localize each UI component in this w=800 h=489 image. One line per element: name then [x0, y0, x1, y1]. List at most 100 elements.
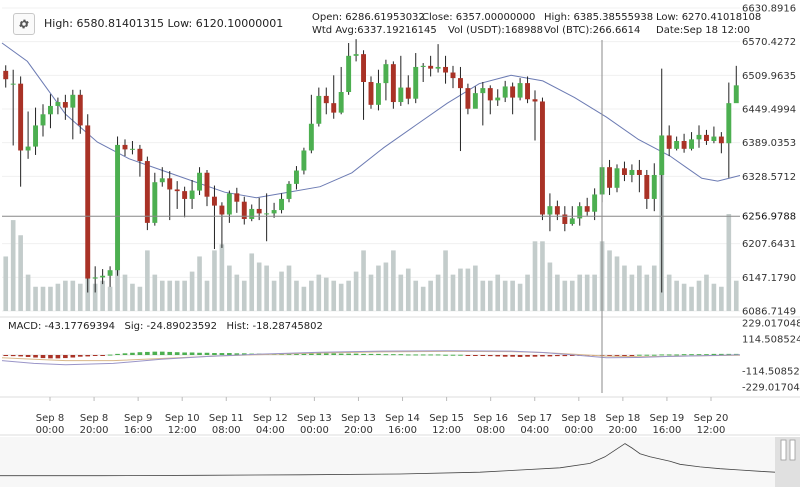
candle-body-11: [85, 125, 91, 279]
macd-tick-label-0: 229.0170485: [742, 319, 800, 330]
volume-bar-65: [487, 280, 493, 311]
volume-bar-77: [577, 274, 583, 311]
macd-hist-bar-7: [55, 355, 61, 359]
macd-readout: MACD: -43.17769394 Sig: -24.89023592 His…: [8, 321, 323, 332]
candle-body-15: [115, 144, 121, 271]
macd-hist-bar-32: [241, 353, 247, 355]
ohlc-wtd-avg: Wtd Avg:6337.19216145: [312, 25, 437, 36]
macd-hist-bar-5: [40, 355, 46, 359]
candle-body-55: [413, 66, 419, 99]
macd-hist-bar-14: [107, 354, 113, 356]
macd-hist-bar-49: [368, 353, 374, 355]
candle-body-41: [308, 123, 314, 151]
x-label-day-2: Sep 9: [124, 413, 152, 424]
candle-body-32: [241, 201, 247, 219]
volume-bar-51: [383, 262, 389, 311]
ohlc-open: Open: 6286.61953032: [312, 12, 425, 23]
candle-body-27: [204, 172, 210, 197]
volume-bar-68: [510, 280, 515, 311]
volume-bar-94: [704, 274, 709, 311]
volume-bar-8: [63, 280, 68, 311]
x-label-day-13: Sep 18: [605, 413, 640, 424]
macd-hist-bar-66: [495, 355, 501, 357]
candle-body-36: [271, 210, 277, 214]
volume-bar-22: [167, 280, 173, 311]
macd-hist-bar-75: [562, 355, 568, 357]
navigator-handle-right-icon: [789, 439, 796, 461]
volume-bar-42: [316, 274, 322, 311]
settings-button[interactable]: [13, 13, 35, 35]
volume-bar-49: [368, 274, 374, 311]
volume-bar-64: [480, 280, 486, 311]
candle-body-62: [465, 88, 471, 109]
volume-bar-2: [18, 235, 23, 311]
macd-hist-bar-63: [473, 355, 478, 356]
candle-body-25: [189, 190, 195, 199]
candle-body-86: [644, 174, 650, 199]
candle-body-56: [420, 65, 426, 67]
macd-hist-bar-0: [3, 355, 9, 356]
volume-bar-54: [405, 268, 411, 311]
x-label-day-8: Sep 14: [385, 413, 420, 424]
volume-bar-40: [301, 286, 307, 311]
volume-bar-37: [279, 271, 284, 311]
macd-hist-bar-16: [122, 353, 128, 355]
volume-bar-57: [428, 280, 433, 311]
macd-hist-bar-27: [204, 352, 210, 355]
candle-body-68: [510, 86, 516, 98]
candle-body-23: [174, 189, 180, 192]
macd-hist-bar-90: [674, 354, 679, 356]
candle-body-14: [107, 270, 113, 276]
price-tick-label-1: 6570.4272: [742, 37, 796, 48]
macd-hist-bar-50: [376, 353, 381, 355]
x-label-day-5: Sep 12: [253, 413, 288, 424]
volume-bar-59: [443, 250, 448, 311]
x-label-time-7: 20:00: [344, 425, 373, 436]
price-tick-label-3: 6449.4994: [742, 104, 796, 115]
macd-hist-bar-97: [726, 353, 732, 355]
macd-hist-bar-4: [33, 355, 38, 358]
candle-body-34: [256, 208, 262, 214]
volume-bar-83: [622, 265, 627, 311]
volume-bar-58: [435, 274, 441, 311]
navigator[interactable]: [0, 437, 800, 487]
price-tick-label-0: 6630.8916: [742, 4, 796, 15]
ohlc-vol-btc: Vol (BTC):266.6614: [544, 25, 641, 36]
x-label-time-8: 16:00: [388, 425, 417, 436]
volume-bar-35: [264, 265, 269, 311]
volume-bar-36: [271, 280, 277, 311]
macd-hist-bar-11: [85, 355, 91, 357]
macd-hist-bar-51: [383, 354, 389, 356]
candle-body-38: [286, 183, 292, 199]
volume-bar-97: [726, 214, 732, 311]
volume-bar-60: [450, 274, 456, 311]
volume-bar-7: [55, 283, 61, 311]
volume-bar-72: [540, 241, 545, 311]
candle-body-0: [3, 70, 9, 80]
x-label-time-3: 12:00: [168, 425, 197, 436]
candle-body-8: [62, 102, 68, 108]
macd-hist-bar-83: [622, 355, 627, 356]
macd-hist-bar-56: [420, 354, 426, 356]
candle-body-78: [584, 206, 590, 212]
macd-hist-bar-23: [174, 352, 180, 355]
macd-hist-bar-3: [25, 355, 31, 357]
candle-body-94: [703, 134, 709, 142]
candle-body-98: [733, 85, 739, 104]
x-label-time-13: 20:00: [608, 425, 637, 436]
volume-bar-74: [555, 274, 560, 311]
candle-body-37: [279, 198, 285, 211]
candlesticks[interactable]: [3, 39, 739, 293]
x-label-time-14: 16:00: [653, 425, 682, 436]
macd-hist-bar-24: [182, 352, 187, 355]
volume-bar-73: [547, 262, 553, 311]
macd-hist-bar-1: [10, 355, 16, 357]
candle-body-1: [10, 83, 16, 85]
candle-body-52: [390, 64, 396, 103]
candle-body-70: [525, 83, 531, 100]
volume-bar-10: [77, 283, 83, 311]
macd-hist-bar-91: [681, 354, 687, 356]
x-label-time-5: 04:00: [256, 425, 285, 436]
